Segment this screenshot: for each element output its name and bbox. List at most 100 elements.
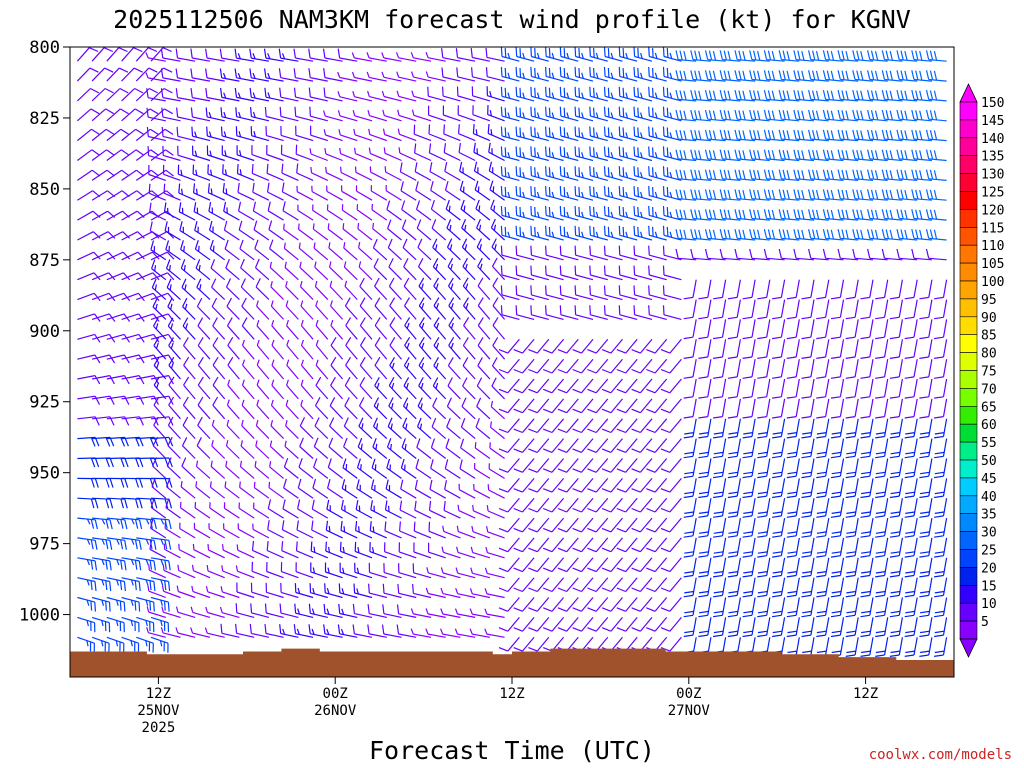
wind-barb [225,278,240,301]
wind-barb [574,126,594,142]
wind-barb [757,418,771,439]
wind-barb [618,245,638,261]
wind-barb [498,378,520,394]
wind-barb [904,458,918,479]
wind-barb [370,500,388,519]
wind-barb [860,359,874,379]
wind-barb [786,537,800,558]
wind-barb [221,565,240,579]
x-tick-label: 27NOV [668,703,711,719]
colorbar-swatch [959,101,978,121]
wind-barb [587,398,609,414]
wind-barb [698,517,712,538]
wind-barb [352,110,373,122]
wind-barb [298,458,314,479]
wind-barb [631,597,653,612]
wind-barb [713,418,727,439]
wind-barb [557,458,579,473]
wind-barb [477,277,491,300]
colorbar-swatch [959,191,978,210]
wind-barb [299,417,314,440]
wind-barb [91,169,115,181]
wind-barb [91,47,114,62]
wind-barb [618,265,638,281]
wind-barb [106,616,125,633]
wind-barb [830,557,845,578]
wind-barb [121,67,143,82]
wind-barb [382,109,402,122]
wind-barb [417,258,432,281]
wind-barb [429,162,446,181]
wind-barb [852,89,874,102]
wind-barb [793,248,815,261]
wind-barb [431,219,447,241]
wind-barb [443,124,461,142]
wind-barb [418,297,432,320]
wind-barb [515,186,535,201]
wind-barb [574,205,594,221]
wind-barb [395,52,417,62]
wind-barb [867,229,888,241]
wind-barb [816,279,830,300]
wind-barb [255,419,270,440]
wind-barb [326,499,343,519]
wind-barb [648,47,667,62]
wind-barb [889,637,903,657]
wind-barb [268,481,284,499]
wind-barb [386,458,402,479]
wind-barb [816,557,830,578]
wind-barb [919,418,933,439]
wind-barb [254,258,270,281]
colorbar-label: 120 [981,203,1004,218]
wind-barb [875,557,889,578]
wind-barb [757,378,771,399]
wind-barb [177,164,196,181]
wind-barb [793,129,815,142]
wind-barb [136,537,157,550]
colorbar-label: 20 [981,561,997,576]
wind-barb [646,537,668,553]
wind-barb [271,339,285,360]
wind-barb [515,86,535,102]
wind-barb [646,617,668,632]
wind-barb [662,126,682,142]
wind-barb [662,205,682,221]
wind-barb [489,180,505,201]
wind-barb [542,577,565,593]
wind-barb [286,379,299,400]
colorbar-label: 105 [981,257,1004,272]
wind-barb [297,478,314,499]
wind-barb [326,185,343,201]
wind-barb [757,458,771,479]
wind-barb [176,585,196,599]
wind-barb [618,305,638,320]
wind-barb [337,624,358,638]
wind-barb [121,149,145,161]
wind-barb [462,257,476,281]
wind-barb [704,248,726,261]
wind-barb [515,146,535,162]
wind-barb [845,637,859,657]
wind-barb [742,319,756,340]
colorbar-swatch [959,620,978,640]
wind-barb [387,417,402,440]
wind-barb [904,279,918,300]
wind-barb [616,458,638,473]
wind-barb [515,66,535,82]
wind-barb [264,68,284,82]
wind-barb [587,418,609,434]
wind-barb [896,50,918,62]
wind-barb [208,201,225,221]
wind-barb [845,339,859,359]
wind-barb [414,162,432,181]
wind-barb [121,354,145,364]
wind-barb [934,398,948,419]
wind-barb [135,47,158,62]
wind-barb [646,557,668,573]
wind-barb [310,541,329,559]
wind-barb [311,185,329,201]
wind-barb [234,87,255,102]
wind-barb [77,190,101,201]
wind-barb [542,597,565,612]
wind-barb [227,379,240,400]
